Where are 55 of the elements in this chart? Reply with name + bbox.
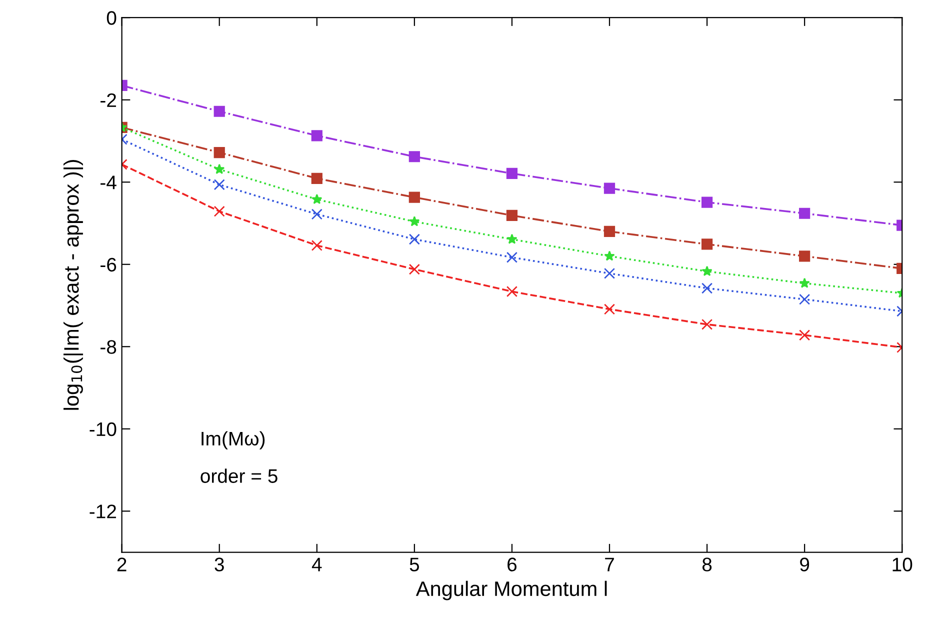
x-tick-label: 10 <box>892 558 912 572</box>
point <box>408 234 420 245</box>
point <box>311 172 322 184</box>
point <box>311 240 322 252</box>
x-tick-label: 9 <box>800 558 810 572</box>
point <box>312 194 322 204</box>
x-tick-label: 3 <box>214 558 224 572</box>
point <box>214 206 225 217</box>
point <box>799 208 810 219</box>
x-tick-label: 7 <box>605 558 614 572</box>
y-tick-label: -2 <box>100 93 116 107</box>
point <box>799 250 810 262</box>
y-tick-label: 0 <box>106 11 116 25</box>
x-tick-label: 2 <box>117 558 126 572</box>
x-tick-label: 4 <box>312 558 322 572</box>
point <box>408 192 420 203</box>
y-tick-label: -6 <box>100 258 116 272</box>
point <box>409 216 420 226</box>
annotation: order = 5 <box>200 468 278 483</box>
point <box>506 210 518 221</box>
y-tick-label: -10 <box>90 422 116 436</box>
y-axis-title: log$_{10}$(|Im( exact - approx )|) <box>64 160 84 410</box>
point <box>701 318 713 330</box>
y-tick-label: -12 <box>90 504 116 518</box>
point <box>701 282 713 294</box>
point <box>604 182 616 194</box>
point <box>311 130 322 142</box>
point <box>604 226 616 238</box>
point <box>214 146 225 158</box>
point <box>604 304 616 315</box>
y-tick-label: -4 <box>100 176 116 190</box>
annotation: Im(Mω) <box>202 431 265 450</box>
point <box>799 330 810 341</box>
point <box>214 106 225 117</box>
point <box>604 250 615 261</box>
point <box>701 196 713 208</box>
point <box>408 264 420 275</box>
point <box>506 234 518 244</box>
x-tick-label: 5 <box>410 558 420 572</box>
point <box>506 286 518 298</box>
point <box>604 268 616 279</box>
x-tick-label: 8 <box>702 558 712 572</box>
point <box>701 238 713 250</box>
y-tick-label: -8 <box>100 340 116 354</box>
point <box>506 252 518 263</box>
point <box>506 168 518 180</box>
point <box>408 151 420 162</box>
x-axis-title: Angular Momentum l <box>416 580 607 600</box>
point <box>702 266 712 276</box>
point <box>311 208 322 220</box>
point <box>214 179 225 190</box>
point <box>214 164 225 174</box>
point <box>799 294 810 305</box>
point <box>799 278 810 288</box>
x-tick-label: 6 <box>508 558 517 572</box>
